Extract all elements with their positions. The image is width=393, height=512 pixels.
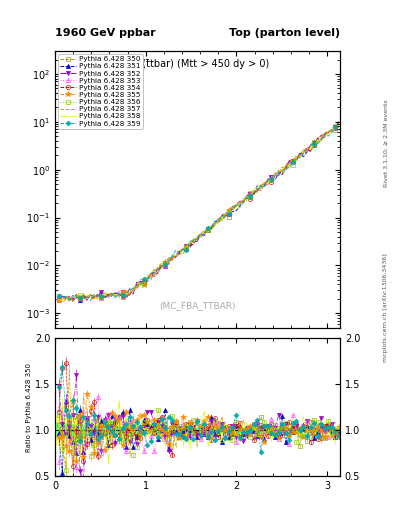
Y-axis label: Ratio to Pythia 6.428 350: Ratio to Pythia 6.428 350: [26, 362, 32, 452]
Text: Rivet 3.1.10; ≥ 2.3M events: Rivet 3.1.10; ≥ 2.3M events: [384, 99, 388, 187]
Text: mcplots.cern.ch [arXiv:1306.3436]: mcplots.cern.ch [arXiv:1306.3436]: [384, 253, 388, 361]
Legend: Pythia 6.428 350, Pythia 6.428 351, Pythia 6.428 352, Pythia 6.428 353, Pythia 6: Pythia 6.428 350, Pythia 6.428 351, Pyth…: [58, 54, 143, 129]
Text: (MC_FBA_TTBAR): (MC_FBA_TTBAR): [159, 301, 236, 310]
Text: Δφ (t̄tbar) (Mtt > 450 dy > 0): Δφ (t̄tbar) (Mtt > 450 dy > 0): [126, 59, 269, 70]
Text: 1960 GeV ppbar: 1960 GeV ppbar: [55, 28, 156, 38]
Text: Top (parton level): Top (parton level): [229, 28, 340, 38]
